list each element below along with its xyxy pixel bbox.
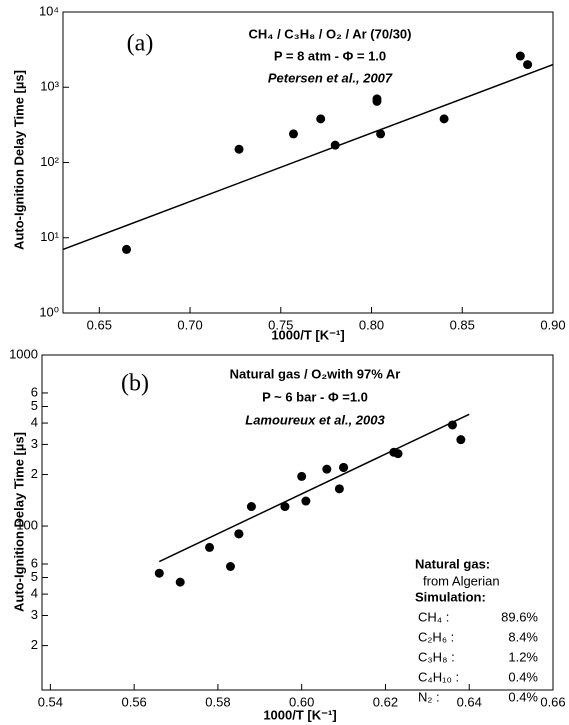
inset-heading: Natural gas: — [415, 556, 490, 571]
x-tick-label: 0.70 — [177, 317, 202, 332]
data-point — [330, 140, 340, 150]
plot-frame — [41, 354, 554, 691]
y-tick-label: 2 — [31, 466, 38, 481]
x-tick-label: 0.58 — [205, 694, 230, 709]
data-point — [234, 144, 244, 154]
x-tick-label: 0.60 — [289, 694, 314, 709]
y-tick-label: 4 — [31, 415, 38, 430]
x-axis-label: 1000/T [K⁻¹] — [271, 327, 344, 342]
fit-line — [62, 63, 554, 251]
x-tick-label: 0.54 — [38, 694, 63, 709]
y-axis-label: Auto-Ignition Delay Time [µs] — [11, 432, 26, 612]
x-tick-label: 0.90 — [540, 317, 565, 332]
inset-fraction: 0.4% — [508, 669, 538, 684]
fit-line — [158, 413, 470, 563]
inset-species: C₂H₆ : — [418, 629, 454, 644]
inset-species: N₂ : — [418, 689, 440, 704]
x-tick-label: 0.75 — [268, 317, 293, 332]
data-point — [334, 484, 344, 494]
data-point — [225, 562, 235, 572]
y-axis-label: Auto-Ignition Delay Time [µs] — [11, 70, 26, 250]
data-point — [376, 129, 386, 139]
y-tick-label: 2 — [31, 637, 38, 652]
data-point — [301, 496, 311, 506]
data-point — [297, 471, 307, 481]
panel-label: (a) — [127, 31, 154, 57]
data-point — [316, 114, 326, 124]
inset-species: C₃H₈ : — [418, 649, 455, 664]
y-tick-label: 10⁰ — [39, 304, 59, 319]
inset-source: from Algerian — [423, 573, 500, 588]
data-point — [175, 577, 185, 587]
y-tick-label: 6 — [31, 384, 38, 399]
x-tick-label: 0.65 — [87, 317, 112, 332]
data-point — [456, 435, 466, 445]
y-tick-label: 5 — [31, 569, 38, 584]
x-tick-label: 0.56 — [121, 694, 146, 709]
title-line: CH₄ / C₃H₈ / O₂ / Ar (70/30) — [248, 26, 411, 41]
inset-fraction: 0.4% — [508, 689, 538, 704]
y-tick-label: 3 — [31, 607, 38, 622]
data-point — [280, 502, 290, 512]
inset-species: CH₄ : — [418, 609, 449, 624]
x-tick-label: 0.85 — [450, 317, 475, 332]
data-point — [372, 94, 382, 104]
data-point — [439, 114, 449, 124]
x-tick-label: 0.80 — [359, 317, 384, 332]
data-point — [393, 449, 403, 459]
y-tick-label: 10² — [40, 154, 59, 169]
data-point — [246, 502, 256, 512]
inset-fraction: 89.6% — [501, 609, 538, 624]
panel-label: (b) — [121, 371, 149, 397]
title-line: Natural gas / O₂with 97% Ar — [230, 366, 401, 381]
y-tick-label: 5 — [31, 398, 38, 413]
inset-fraction: 8.4% — [508, 629, 538, 644]
y-tick-label: 1000 — [9, 346, 38, 361]
y-tick-label: 100 — [16, 517, 38, 532]
x-tick-label: 0.66 — [540, 694, 565, 709]
title-line: Lamoureux et al., 2003 — [245, 412, 385, 427]
y-tick-label: 10¹ — [40, 229, 59, 244]
inset-sim: Simulation: — [415, 589, 486, 604]
data-point — [322, 464, 332, 474]
x-axis-label: 1000/T [K⁻¹] — [263, 707, 336, 722]
data-point — [447, 420, 457, 430]
x-tick-label: 0.62 — [373, 694, 398, 709]
data-point — [205, 542, 215, 552]
y-tick-label: 4 — [31, 586, 38, 601]
data-point — [288, 129, 298, 139]
inset-species: C₄H₁₀ : — [418, 669, 459, 684]
y-tick-label: 6 — [31, 555, 38, 570]
data-point — [154, 568, 164, 578]
data-point — [122, 244, 132, 254]
title-line: P = 8 atm - Φ = 1.0 — [274, 48, 386, 63]
y-tick-label: 10⁴ — [39, 3, 59, 18]
data-point — [339, 462, 349, 472]
data-point — [515, 51, 525, 61]
data-point — [234, 529, 244, 539]
data-point — [523, 60, 533, 70]
y-tick-label: 3 — [31, 436, 38, 451]
y-tick-label: 10³ — [40, 79, 59, 94]
title-line: Petersen et al., 2007 — [268, 70, 393, 85]
title-line: P ~ 6 bar - Φ =1.0 — [262, 389, 368, 404]
inset-fraction: 1.2% — [508, 649, 538, 664]
x-tick-label: 0.64 — [457, 694, 482, 709]
